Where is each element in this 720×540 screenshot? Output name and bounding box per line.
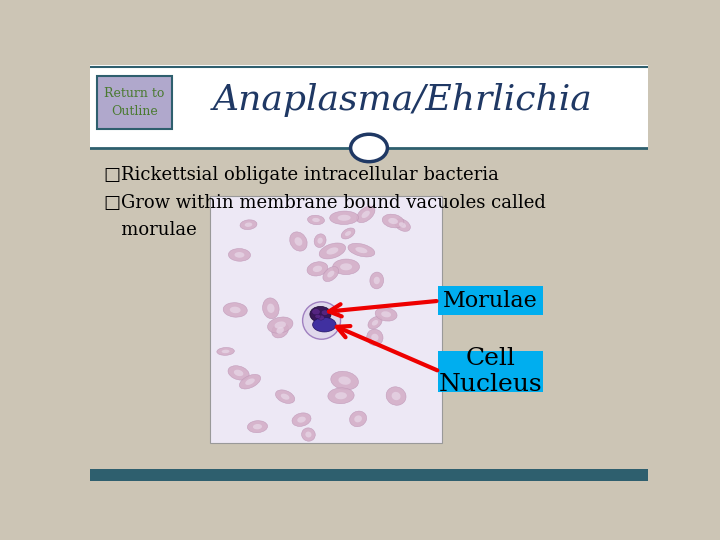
FancyBboxPatch shape [210,196,441,443]
Ellipse shape [395,219,410,231]
Ellipse shape [222,350,230,353]
Ellipse shape [240,374,261,389]
FancyBboxPatch shape [438,351,543,392]
Ellipse shape [372,320,378,326]
Ellipse shape [274,321,286,329]
Ellipse shape [302,302,341,339]
Ellipse shape [328,271,334,278]
Text: Cell
Nucleus: Cell Nucleus [438,347,542,396]
Ellipse shape [375,308,397,321]
Ellipse shape [326,247,338,254]
Circle shape [351,134,387,161]
Ellipse shape [330,372,359,390]
Ellipse shape [381,311,391,318]
Ellipse shape [350,411,366,427]
Ellipse shape [230,307,240,313]
Ellipse shape [361,211,370,218]
Text: Return to
Outline: Return to Outline [104,87,165,118]
Ellipse shape [388,218,398,224]
Ellipse shape [340,264,352,271]
Ellipse shape [307,215,325,225]
Ellipse shape [289,232,307,251]
Ellipse shape [348,244,375,257]
Ellipse shape [276,390,294,403]
Ellipse shape [399,222,406,228]
Ellipse shape [319,243,346,259]
Ellipse shape [267,303,274,313]
Ellipse shape [312,309,320,315]
Text: Morulae: Morulae [443,290,538,312]
Ellipse shape [314,234,326,247]
FancyBboxPatch shape [90,65,648,148]
Ellipse shape [318,238,323,244]
Ellipse shape [341,228,355,239]
Ellipse shape [382,214,404,228]
Ellipse shape [302,428,315,441]
Ellipse shape [240,220,257,229]
Ellipse shape [318,315,324,320]
Ellipse shape [333,259,359,275]
Ellipse shape [245,222,252,227]
Ellipse shape [235,252,244,258]
Ellipse shape [305,431,312,437]
Ellipse shape [312,318,336,332]
Ellipse shape [310,306,331,322]
Ellipse shape [354,415,362,422]
Ellipse shape [307,262,328,276]
Ellipse shape [366,329,383,346]
Ellipse shape [312,218,320,222]
Ellipse shape [328,388,354,404]
Ellipse shape [248,421,268,433]
Ellipse shape [217,348,234,355]
Ellipse shape [276,327,284,334]
Ellipse shape [294,237,302,246]
Ellipse shape [315,314,320,319]
Ellipse shape [271,323,289,338]
FancyBboxPatch shape [96,76,172,129]
Ellipse shape [338,215,351,221]
Ellipse shape [234,370,243,376]
Ellipse shape [323,267,338,281]
Ellipse shape [223,302,247,317]
Ellipse shape [228,248,251,261]
Ellipse shape [292,413,311,427]
Ellipse shape [370,272,384,289]
Ellipse shape [368,316,382,329]
Ellipse shape [356,206,375,222]
Ellipse shape [268,317,293,333]
FancyBboxPatch shape [438,286,543,315]
Ellipse shape [356,247,367,253]
Ellipse shape [338,376,351,385]
Ellipse shape [335,392,347,399]
Ellipse shape [253,424,262,429]
Text: □Grow within membrane bound vacuoles called
   morulae: □Grow within membrane bound vacuoles cal… [104,194,546,239]
Ellipse shape [321,310,328,315]
Ellipse shape [330,211,359,225]
Ellipse shape [392,392,400,400]
Ellipse shape [263,298,279,319]
Text: □Rickettsial obligate intracellular bacteria: □Rickettsial obligate intracellular bact… [104,166,499,184]
Ellipse shape [374,276,380,284]
Ellipse shape [312,266,322,272]
Ellipse shape [372,334,379,341]
Ellipse shape [246,379,255,385]
Ellipse shape [228,366,249,380]
Ellipse shape [297,416,306,423]
Ellipse shape [386,387,406,405]
Ellipse shape [345,231,351,236]
Ellipse shape [281,394,289,400]
FancyBboxPatch shape [90,469,648,481]
Text: Anaplasma/Ehrlichia: Anaplasma/Ehrlichia [212,83,593,117]
